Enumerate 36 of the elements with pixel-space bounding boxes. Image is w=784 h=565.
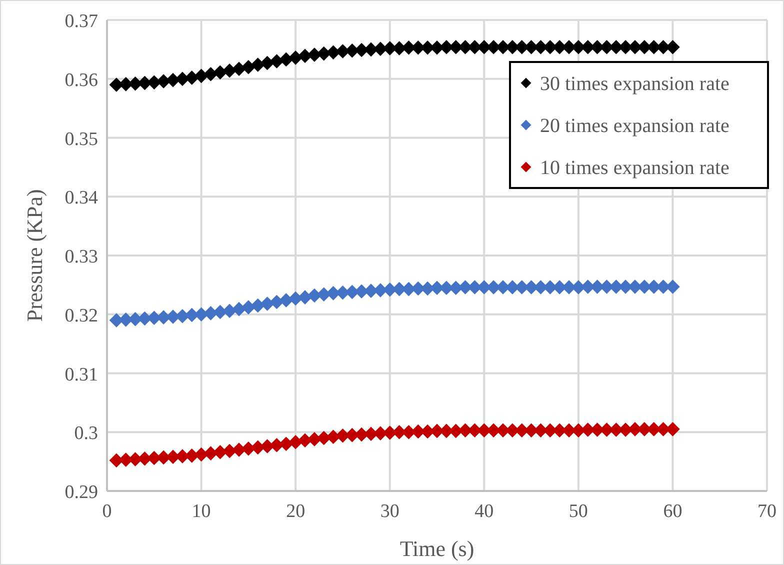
y-tick-label: 0.36 [64,70,98,91]
y-tick-label: 0.32 [64,305,98,326]
y-tick-label: 0.34 [64,188,98,209]
x-axis-title: Time (s) [400,536,474,561]
point [298,48,312,64]
y-tick-label: 0.35 [64,128,98,150]
x-tick-label: 40 [474,501,494,522]
y-tick-label: 0.3 [74,423,98,444]
x-tick-label: 0 [102,501,112,522]
x-tick-label: 50 [568,501,588,522]
point [204,67,218,82]
point [166,72,180,88]
point [222,63,237,78]
x-tick-label: 30 [380,501,400,522]
point [250,58,265,72]
y-axis-title: Pressure (KPa) [22,189,47,322]
y-tick-label: 0.31 [64,364,98,386]
legend-label: 10 times expansion rate [540,157,730,179]
point [298,433,312,448]
legend-label: 30 times expansion rate [540,73,730,95]
y-tick-label: 0.37 [64,11,98,32]
x-tick-label: 70 [758,501,776,522]
x-tick-label: 10 [192,501,211,522]
point [184,70,199,85]
point [307,288,322,303]
y-tick-label: 0.33 [64,246,98,268]
x-tick-label: 60 [663,501,682,522]
point [260,296,274,311]
point [270,54,284,68]
point [241,60,256,74]
x-tick-label: 20 [286,501,306,522]
point [232,302,246,316]
y-tick-label: 0.29 [64,482,98,503]
point [260,439,274,454]
legend-label: 20 times expansion rate [540,115,730,137]
point [241,300,256,314]
